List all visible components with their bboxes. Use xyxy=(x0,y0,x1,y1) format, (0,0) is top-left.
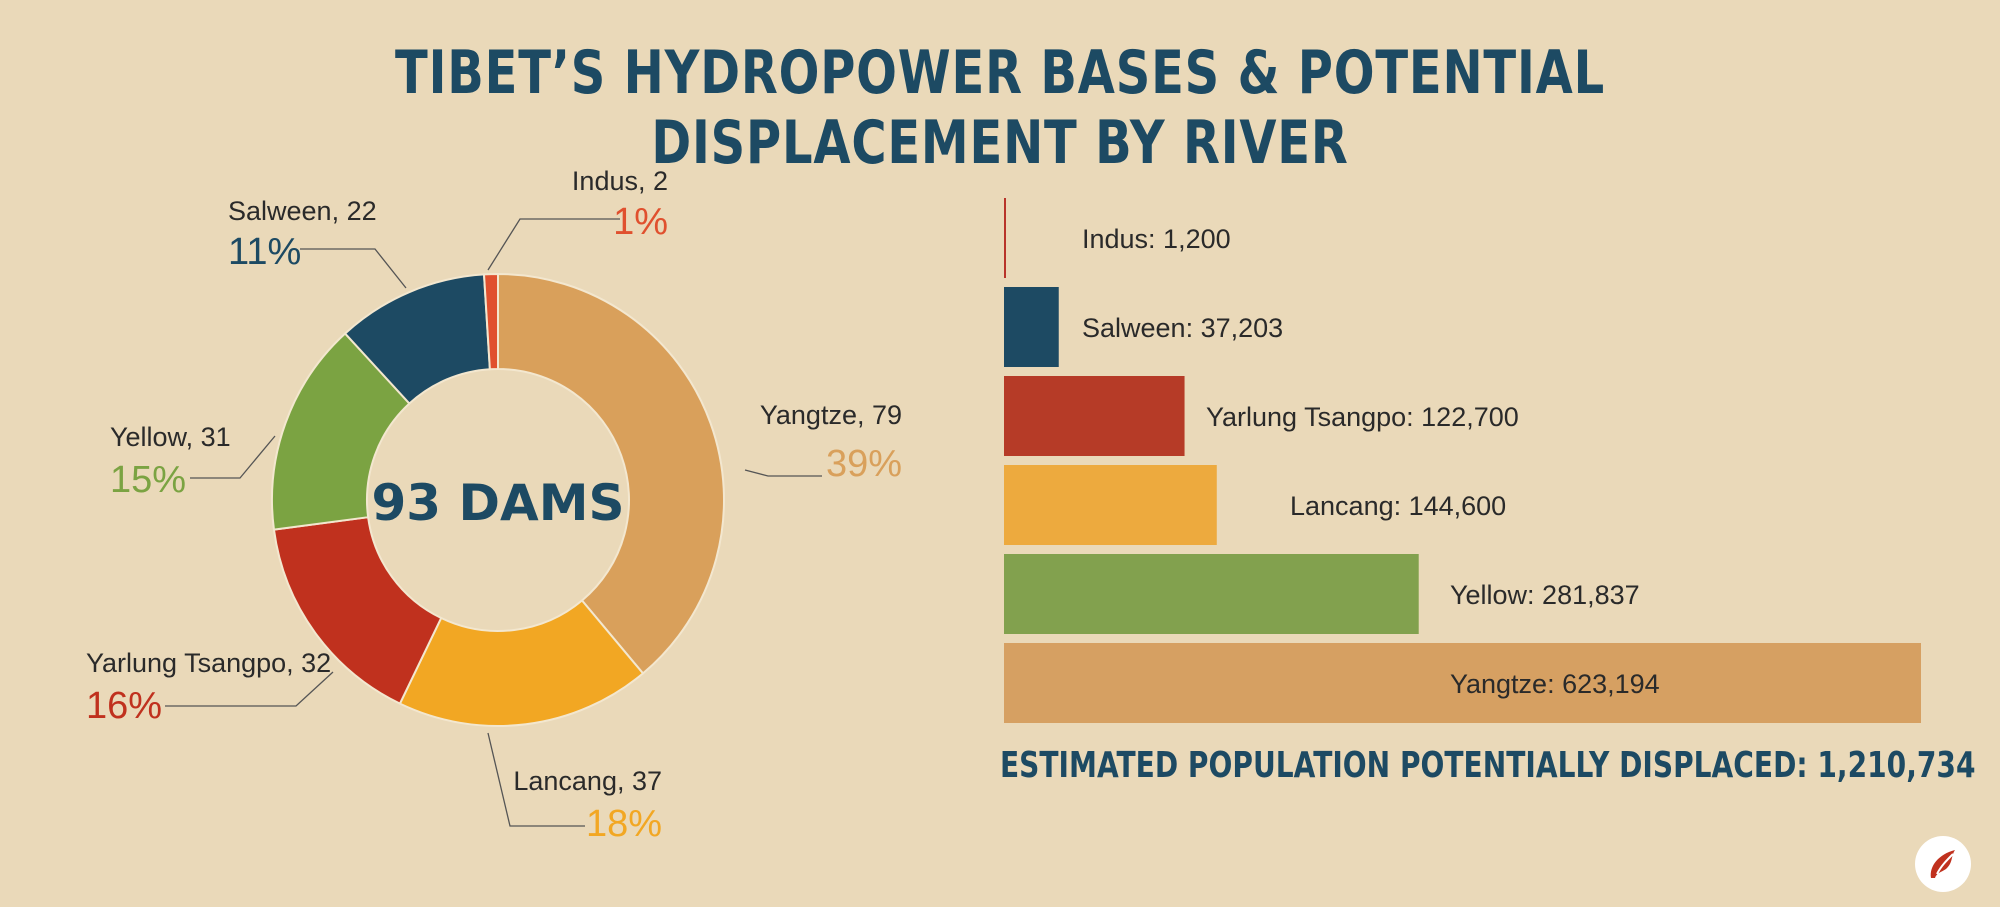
slice-label-salween: Salween, 22 xyxy=(228,196,377,226)
bar-label-indus: Indus: 1,200 xyxy=(1082,224,1231,254)
bar-yangtze xyxy=(1004,643,1921,723)
bar-salween xyxy=(1004,287,1059,367)
bar-yellow xyxy=(1004,554,1419,634)
donut-labels: Yangtze, 79 39% Lancang, 37 18% Yarlung Tsan… xyxy=(86,166,902,845)
leader-line-indus xyxy=(487,218,620,271)
bar-label-yellow: Yellow: 281,837 xyxy=(1450,580,1640,610)
slice-percent-lancang: 18% xyxy=(586,803,662,845)
bar-chart: Indus: 1,200 Salween: 37,203 Yarlung Tsang… xyxy=(1004,198,1921,723)
bar-label-salween: Salween: 37,203 xyxy=(1082,313,1283,343)
flame-leaf-icon xyxy=(1930,850,1955,878)
bar-indus xyxy=(1004,198,1006,278)
slice-label-yangtze: Yangtze, 79 xyxy=(760,400,902,430)
logo xyxy=(1915,836,1971,892)
leader-line-salween xyxy=(300,248,407,289)
donut-chart xyxy=(271,272,725,727)
leader-line-yangtze xyxy=(744,469,822,477)
slice-percent-indus: 1% xyxy=(613,201,668,243)
slice-label-lancang: Lancang, 37 xyxy=(513,766,662,796)
leader-line-yellow xyxy=(190,435,276,479)
slice-label-yellow: Yellow, 31 xyxy=(110,422,231,452)
slice-percent-yarlung-tsangpo: 16% xyxy=(86,685,162,727)
leader-line-yarlung-tsangpo xyxy=(165,671,334,707)
bar-label-lancang: Lancang: 144,600 xyxy=(1290,491,1506,521)
slice-percent-yellow: 15% xyxy=(110,459,186,501)
donut-center-label: 93 DAMS xyxy=(372,474,625,532)
bar-label-yarlung-tsangpo: Yarlung Tsangpo: 122,700 xyxy=(1206,402,1519,432)
slice-label-indus: Indus, 2 xyxy=(572,166,668,196)
bar-label-yangtze: Yangtze: 623,194 xyxy=(1450,669,1660,699)
slice-label-yarlung-tsangpo: Yarlung Tsangpo, 32 xyxy=(86,648,331,678)
total-displaced-label: ESTIMATED POPULATION POTENTIALLY DISPLAC… xyxy=(1000,745,1976,786)
leader-line-lancang xyxy=(487,732,585,827)
donut-slice-lancang xyxy=(398,599,645,727)
page-title: TIBET’S HYDROPOWER BASES & POTENTIAL DIS… xyxy=(395,38,1605,178)
slice-percent-yangtze: 39% xyxy=(826,443,902,485)
slice-percent-salween: 11% xyxy=(228,231,301,273)
donut-slice-indus xyxy=(482,272,499,371)
bar-lancang xyxy=(1004,465,1217,545)
donut-slice-yangtze xyxy=(497,272,725,675)
bar-yarlung-tsangpo xyxy=(1004,376,1185,456)
